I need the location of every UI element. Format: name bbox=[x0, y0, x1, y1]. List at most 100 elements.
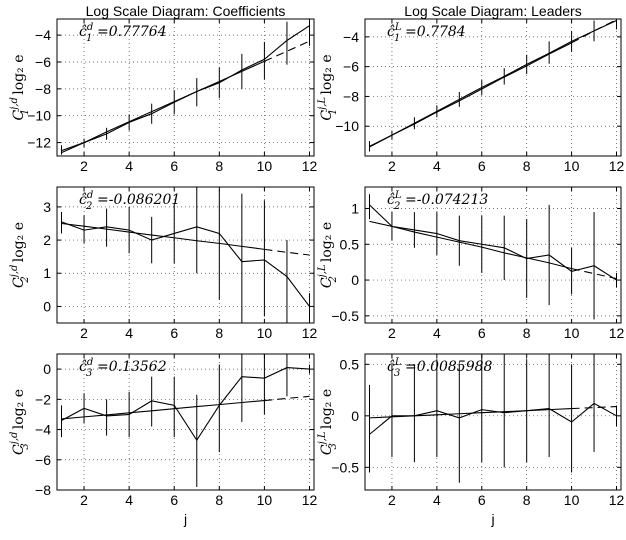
x-tick-label: 4 bbox=[433, 158, 441, 174]
x-tick-label: 4 bbox=[125, 158, 133, 174]
plot-frame bbox=[56, 186, 315, 324]
annotation-value: =-0.074213 bbox=[405, 192, 488, 208]
y-tick-label: 2 bbox=[43, 232, 51, 248]
y-tick-label: −4 bbox=[35, 422, 51, 438]
annotation-symbol: ĉ bbox=[387, 192, 395, 208]
plot-area bbox=[57, 187, 314, 323]
x-tick-label: 8 bbox=[215, 492, 223, 508]
regression-extension-line bbox=[264, 248, 310, 256]
y-tick-label: −10 bbox=[27, 108, 51, 124]
y-label-tail: log₂ e bbox=[319, 389, 335, 429]
regression-line bbox=[369, 220, 572, 270]
y-tick-label: 0.5 bbox=[340, 356, 360, 372]
annotation-subscript: 2 bbox=[393, 201, 400, 212]
y-axis-label: Cj,d1 log₂ e bbox=[9, 55, 31, 121]
regression-line bbox=[61, 60, 265, 154]
y-tick-label: 1 bbox=[43, 265, 51, 281]
annotation-value: =0.13562 bbox=[97, 359, 167, 375]
x-tick-label: 12 bbox=[302, 492, 318, 508]
regression-extension-line bbox=[571, 268, 617, 280]
x-tick-label: 4 bbox=[433, 325, 441, 341]
y-label-superscript: j,L bbox=[317, 97, 328, 112]
y-tick-label: −2 bbox=[35, 391, 51, 407]
y-tick-label: 0 bbox=[43, 298, 51, 314]
x-tick-label: 6 bbox=[478, 492, 486, 508]
x-tick-label: 10 bbox=[257, 158, 273, 174]
y-tick-label: 0 bbox=[351, 408, 359, 424]
slope-annotation: ĉd 1 =0.77764 bbox=[79, 22, 167, 44]
regression-extension-line bbox=[264, 40, 310, 62]
y-tick-label: −0.5 bbox=[331, 459, 359, 475]
plot-area bbox=[365, 19, 621, 156]
annotation-superscript: d bbox=[87, 22, 93, 33]
y-axis-label: Cj,d3 log₂ e bbox=[9, 389, 31, 455]
y-tick-label: −4 bbox=[343, 29, 359, 45]
estimate-line bbox=[369, 204, 617, 281]
regression-line bbox=[369, 408, 572, 419]
estimate-line bbox=[369, 19, 617, 147]
x-tick-label: 8 bbox=[215, 325, 223, 341]
y-axis-label: Cj,L3 log₂ e bbox=[317, 389, 339, 455]
x-tick-label: 12 bbox=[609, 158, 625, 174]
plot-area bbox=[365, 187, 621, 323]
y-label-symbol: C bbox=[11, 277, 27, 288]
y-tick-label: −6 bbox=[343, 59, 359, 75]
x-tick-label: 12 bbox=[302, 325, 318, 341]
x-tick-label: 12 bbox=[609, 492, 625, 508]
x-tick-label: 10 bbox=[257, 492, 273, 508]
annotation-value: =0.7784 bbox=[405, 24, 466, 40]
chart-title: Log Scale Diagram: Leaders bbox=[404, 3, 581, 19]
x-tick-label: 2 bbox=[80, 325, 88, 341]
x-axis-label: j bbox=[490, 511, 494, 527]
plot-frame bbox=[364, 18, 622, 157]
y-tick-label: −8 bbox=[35, 81, 51, 97]
annotation-subscript: 1 bbox=[86, 33, 92, 44]
y-label-symbol: C bbox=[319, 444, 335, 455]
y-tick-label: −0.5 bbox=[331, 308, 359, 324]
slope-annotation: ĉd 3 =0.13562 bbox=[79, 357, 167, 379]
plot-frame bbox=[56, 353, 315, 491]
x-tick-label: 4 bbox=[125, 492, 133, 508]
x-tick-label: 6 bbox=[478, 158, 486, 174]
regression-line bbox=[369, 42, 572, 148]
plot-frame bbox=[364, 186, 622, 324]
annotation-superscript: L bbox=[394, 190, 402, 201]
annotation-subscript: 3 bbox=[394, 368, 400, 379]
x-tick-label: 12 bbox=[302, 158, 318, 174]
y-label-subscript: 2 bbox=[328, 276, 339, 283]
x-tick-label: 6 bbox=[170, 325, 178, 341]
annotation-value: =-0.086201 bbox=[97, 192, 180, 208]
x-tick-label: 8 bbox=[523, 158, 531, 174]
slope-annotation: ĉL 3 =0.0085988 bbox=[387, 357, 493, 379]
regression-line bbox=[61, 399, 265, 420]
annotation-symbol: ĉ bbox=[79, 24, 87, 40]
annotation-value: =0.77764 bbox=[97, 24, 167, 40]
y-label-tail: log₂ e bbox=[11, 389, 27, 429]
x-tick-label: 6 bbox=[478, 325, 486, 341]
y-tick-label: 0 bbox=[43, 361, 51, 377]
annotation-subscript: 2 bbox=[85, 201, 92, 212]
annotation-superscript: L bbox=[394, 357, 402, 368]
x-tick-label: 10 bbox=[257, 325, 273, 341]
y-label-subscript: 3 bbox=[20, 443, 31, 449]
x-tick-label: 2 bbox=[388, 492, 396, 508]
x-axis-label: j bbox=[183, 511, 187, 527]
regression-line bbox=[61, 222, 265, 250]
annotation-superscript: d bbox=[87, 190, 93, 201]
annotation-superscript: d bbox=[87, 357, 93, 368]
x-tick-label: 8 bbox=[523, 492, 531, 508]
x-tick-label: 2 bbox=[388, 158, 396, 174]
regression-extension-line bbox=[264, 395, 310, 402]
slope-annotation: ĉL 1 =0.7784 bbox=[387, 22, 466, 44]
annotation-symbol: ĉ bbox=[387, 359, 395, 375]
y-tick-label: −8 bbox=[343, 88, 359, 104]
y-label-symbol: C bbox=[11, 444, 27, 455]
annotation-value: =0.0085988 bbox=[405, 359, 493, 375]
x-tick-label: 6 bbox=[170, 492, 178, 508]
y-tick-label: −12 bbox=[27, 135, 51, 151]
